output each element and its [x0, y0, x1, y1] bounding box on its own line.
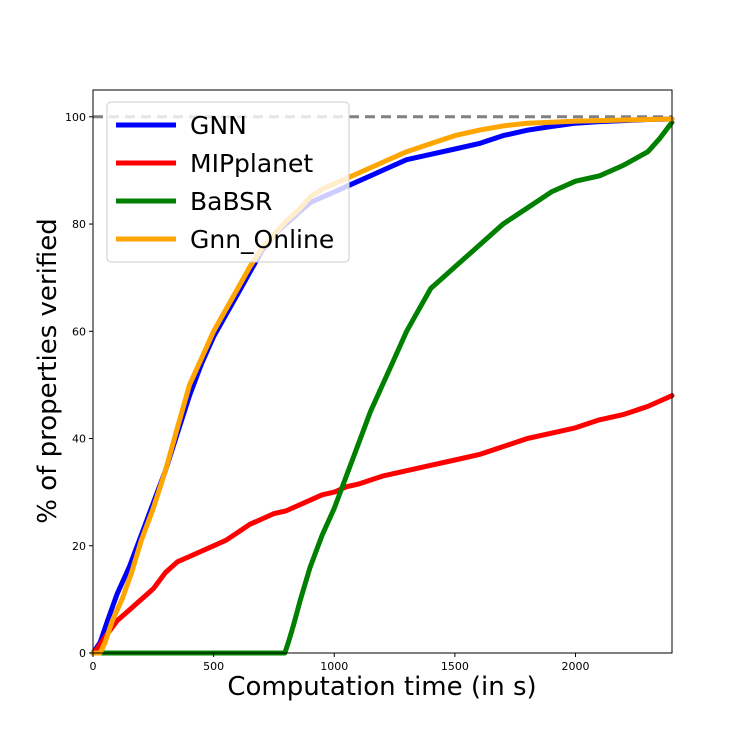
y-tick-label: 100: [65, 111, 86, 124]
x-tick-label: 1500: [441, 660, 469, 673]
y-tick-label: 20: [72, 540, 86, 553]
legend-label: BaBSR: [190, 187, 272, 216]
legend-box: [106, 101, 350, 263]
x-axis-label: Computation time (in s): [227, 672, 536, 702]
y-axis-label: % of properties verified: [33, 218, 63, 523]
x-tick-label: 0: [90, 660, 97, 673]
legend: GNN MIPplanet BaBSR Gnn_Online: [106, 101, 350, 263]
y-tick-label: 60: [72, 325, 86, 338]
y-tick-label: 0: [79, 647, 86, 660]
y-tick-label: 40: [72, 433, 86, 446]
legend-label: MIPplanet: [190, 149, 313, 178]
legend-label: Gnn_Online: [190, 225, 334, 254]
series-line-babsr: [90, 119, 675, 656]
x-tick-label: 1000: [320, 660, 348, 673]
y-tick-label: 80: [72, 218, 86, 231]
x-tick-label: 500: [203, 660, 224, 673]
plot-frame: [92, 89, 673, 654]
series-line-mipplanet: [90, 393, 675, 656]
legend-label: GNN: [190, 111, 247, 140]
x-tick-label: 2000: [562, 660, 590, 673]
